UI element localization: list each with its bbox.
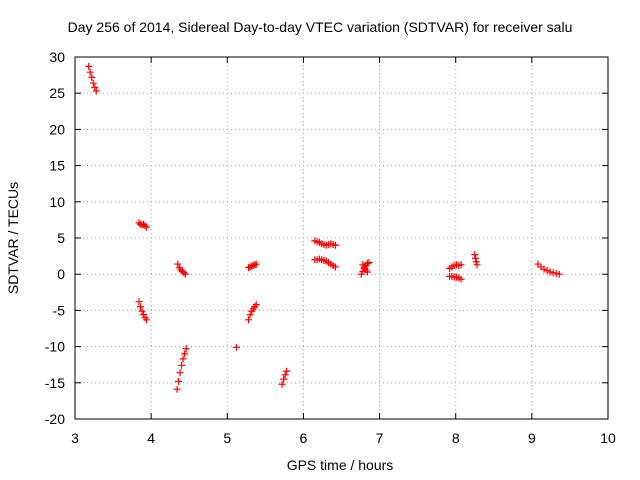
y-tick-label: 20 (49, 121, 65, 137)
x-tick-label: 9 (528, 430, 536, 446)
series-arc12 (357, 259, 373, 278)
data-point (252, 301, 260, 309)
series-arc4 (174, 260, 189, 278)
data-point (246, 311, 254, 319)
data-point (331, 263, 339, 271)
series-arc13 (446, 261, 465, 272)
series-arc14 (446, 272, 465, 283)
x-tick-label: 8 (452, 430, 460, 446)
series-arc11 (311, 255, 339, 271)
data-point (283, 367, 291, 375)
data-point (246, 263, 254, 271)
data-point (457, 261, 465, 269)
data-point (89, 79, 97, 87)
series-arc5 (173, 345, 190, 393)
y-tick-label: -15 (45, 375, 65, 391)
x-tick-label: 6 (300, 430, 308, 446)
y-tick-label: 30 (49, 49, 65, 65)
series-arc15 (471, 251, 481, 269)
x-tick-labels: 3 4 5 6 7 8 9 10 (71, 430, 616, 446)
x-axis-label: GPS time / hours (287, 457, 394, 473)
data-point (175, 377, 183, 385)
data-point (135, 298, 143, 306)
data-point (141, 222, 149, 230)
y-tick-label: 0 (57, 266, 65, 282)
data-point (540, 265, 548, 273)
x-tick-label: 4 (147, 430, 155, 446)
x-tick-label: 10 (600, 430, 616, 446)
data-point (365, 259, 373, 267)
y-tick-label: 15 (49, 158, 65, 174)
data-point (471, 251, 479, 259)
series-arc10 (311, 237, 339, 249)
chart-title: Day 256 of 2014, Sidereal Day-to-day VTE… (68, 19, 573, 35)
data-point (179, 355, 187, 363)
data-point (181, 270, 189, 278)
data-point (180, 269, 188, 277)
y-tick-labels: 30 25 20 15 10 5 0 -5 -10 -15 -20 (45, 49, 65, 427)
series-arc7 (245, 260, 260, 272)
data-point (251, 261, 259, 269)
y-tick-label: -20 (45, 411, 65, 427)
y-axis-label: SDTVAR / TECUs (5, 182, 21, 294)
data-point (176, 369, 184, 377)
plot-frame (74, 56, 609, 420)
data-point (143, 316, 151, 324)
y-tick-label: 5 (57, 230, 65, 246)
data-point (546, 268, 554, 276)
data-point (552, 269, 560, 277)
data-points (85, 62, 563, 393)
data-point (363, 259, 371, 267)
data-point (174, 260, 182, 268)
data-point (549, 269, 557, 277)
series-arc3 (135, 298, 151, 324)
data-point (86, 68, 94, 76)
data-point (181, 350, 189, 358)
data-point (555, 270, 563, 278)
data-point (245, 316, 253, 324)
data-point (143, 223, 151, 231)
y-tick-label: 10 (49, 194, 65, 210)
series-arc1 (85, 62, 100, 95)
data-point (457, 275, 465, 283)
series-arc8 (245, 301, 260, 324)
data-point (178, 361, 186, 369)
data-point (136, 303, 144, 311)
data-point (88, 73, 96, 81)
axis-ticks (74, 56, 609, 420)
data-point (245, 264, 253, 272)
data-point (473, 261, 481, 269)
data-point (249, 262, 257, 270)
y-tick-label: -5 (53, 302, 66, 318)
data-point (91, 83, 99, 91)
series-arc2 (135, 219, 151, 231)
series-arc9 (278, 367, 291, 388)
data-point (92, 87, 100, 95)
data-point (280, 375, 288, 383)
grid-lines (74, 56, 609, 420)
data-point (248, 262, 256, 270)
x-tick-label: 5 (223, 430, 231, 446)
x-tick-label: 7 (376, 430, 384, 446)
y-tick-label: -10 (45, 339, 65, 355)
data-point (331, 241, 339, 249)
data-point (182, 345, 190, 353)
data-point (363, 268, 371, 276)
data-point (543, 267, 551, 275)
data-point (232, 343, 240, 351)
y-tick-label: 25 (49, 85, 65, 101)
data-point (138, 307, 146, 315)
x-tick-label: 3 (71, 430, 79, 446)
series-arc6 (232, 343, 240, 351)
data-point (138, 221, 146, 229)
data-point (472, 254, 480, 262)
data-point (173, 385, 181, 393)
data-point (278, 380, 286, 388)
data-point (281, 371, 289, 379)
series-arc16 (534, 260, 563, 278)
data-point (85, 62, 93, 70)
data-point (252, 260, 260, 268)
